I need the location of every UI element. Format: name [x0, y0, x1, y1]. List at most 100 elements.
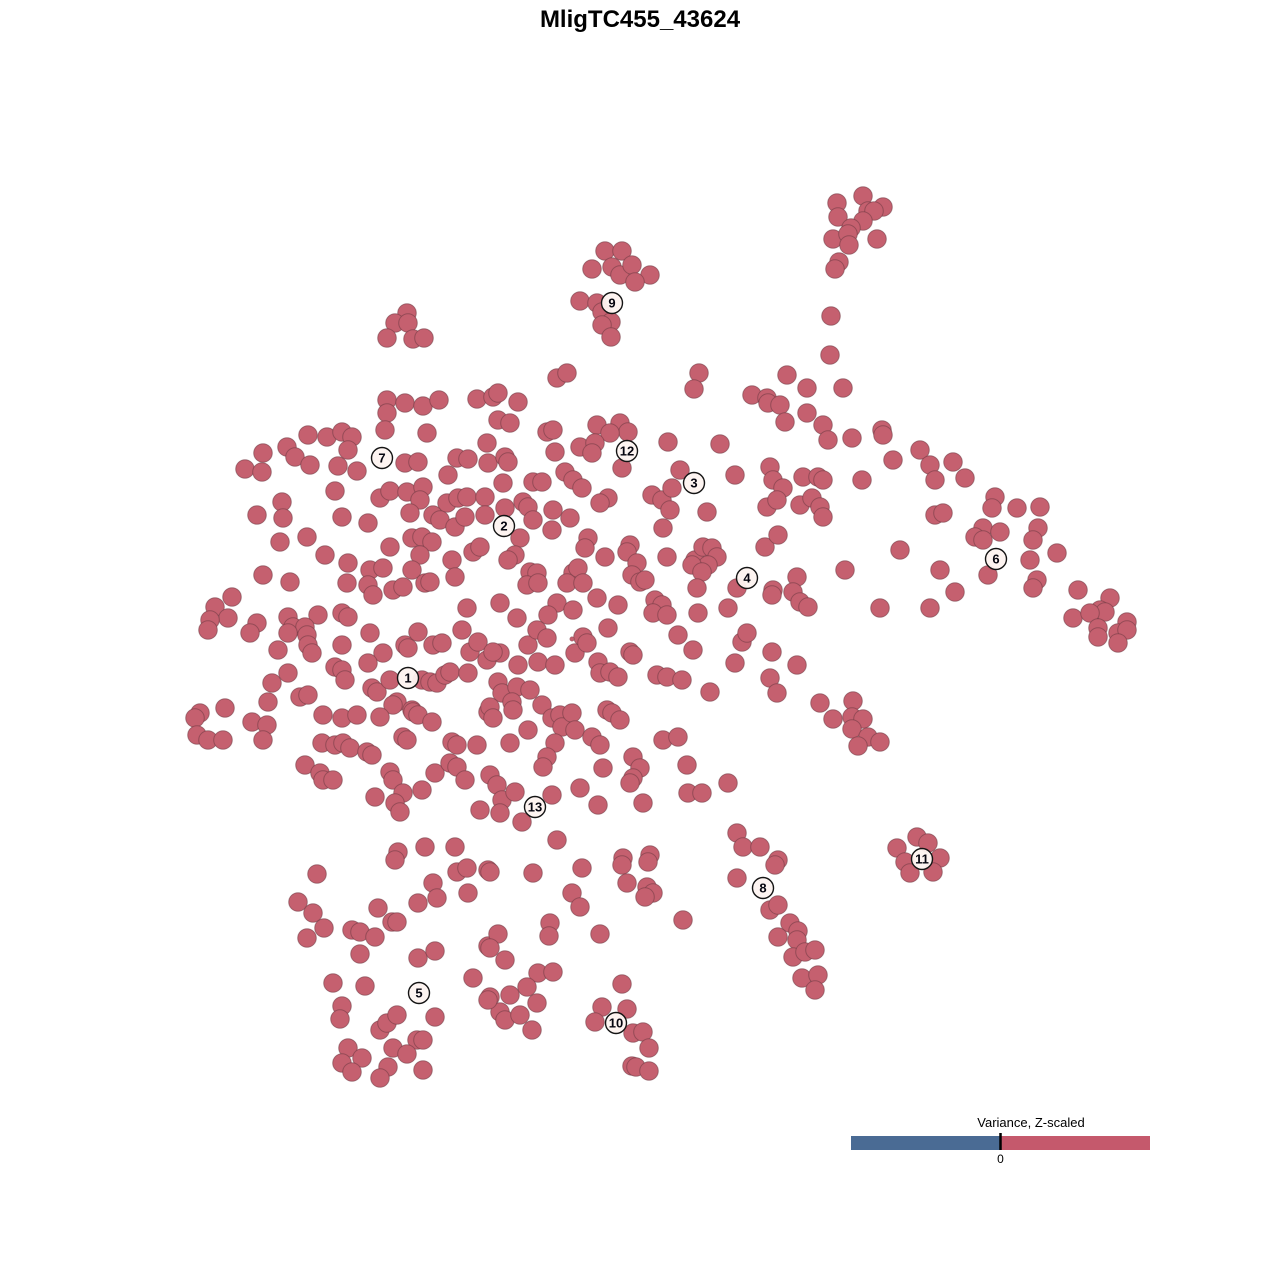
data-point: [560, 508, 580, 528]
data-point: [842, 428, 862, 448]
data-point: [470, 537, 490, 557]
data-point: [813, 507, 833, 527]
data-point: [523, 863, 543, 883]
data-point: [328, 456, 348, 476]
data-point: [425, 941, 445, 961]
data-point: [332, 635, 352, 655]
data-point: [483, 708, 503, 728]
data-point: [408, 948, 428, 968]
data-point: [638, 852, 658, 872]
data-point: [930, 560, 950, 580]
data-point: [572, 478, 592, 498]
data-point: [787, 655, 807, 675]
cluster-label-circle: [682, 471, 706, 495]
data-point: [298, 685, 318, 705]
data-point: [495, 950, 515, 970]
data-point: [668, 727, 688, 747]
data-point: [483, 642, 503, 662]
data-point: [737, 623, 757, 643]
data-point: [503, 700, 523, 720]
data-point: [528, 652, 548, 672]
cluster-label-10: 10: [604, 1011, 628, 1035]
data-point: [358, 513, 378, 533]
cluster-label-number: 1: [404, 671, 411, 686]
data-point: [352, 1048, 372, 1068]
data-point: [365, 787, 385, 807]
data-point: [298, 425, 318, 445]
data-point: [262, 673, 282, 693]
data-point: [700, 682, 720, 702]
data-point: [612, 855, 632, 875]
data-point: [235, 459, 255, 479]
data-point-tiny: [569, 636, 575, 642]
data-point: [617, 873, 637, 893]
data-point: [355, 976, 375, 996]
data-point: [510, 1005, 530, 1025]
data-point: [673, 910, 693, 930]
data-point: [445, 567, 465, 587]
data-point: [639, 1061, 659, 1081]
data-point: [562, 703, 582, 723]
cluster-label-circle: [604, 1011, 628, 1035]
data-point: [542, 520, 562, 540]
data-point: [797, 378, 817, 398]
data-point: [835, 560, 855, 580]
data-point: [543, 420, 563, 440]
data-point: [380, 537, 400, 557]
data-point: [982, 498, 1002, 518]
data-point: [762, 585, 782, 605]
cluster-label-number: 7: [378, 451, 385, 466]
cluster-label-8: 8: [751, 876, 775, 900]
data-point: [397, 730, 417, 750]
data-point: [622, 255, 642, 275]
data-point: [653, 518, 673, 538]
data-point: [252, 462, 272, 482]
cluster-label-4: 4: [735, 566, 759, 590]
data-point: [821, 306, 841, 326]
cluster-label-circle: [984, 547, 1008, 571]
data-point: [383, 770, 403, 790]
data-point: [363, 585, 383, 605]
data-point: [500, 413, 520, 433]
data-point: [725, 465, 745, 485]
cluster-label-2: 2: [492, 514, 516, 538]
legend-gradient-left: [851, 1136, 1001, 1150]
cluster-label-number: 8: [759, 881, 766, 896]
data-point: [767, 490, 787, 510]
data-point: [383, 695, 403, 715]
data-point: [258, 692, 278, 712]
cluster-label-number: 12: [620, 444, 634, 459]
data-point: [870, 732, 890, 752]
data-point: [368, 898, 388, 918]
legend-title: Variance, Z-scaled: [977, 1115, 1084, 1130]
data-point: [727, 868, 747, 888]
data-point: [925, 470, 945, 490]
data-point: [818, 430, 838, 450]
cluster-label-circle: [910, 847, 934, 871]
data-point: [593, 758, 613, 778]
data-point: [1030, 497, 1050, 517]
cluster-label-circle: [407, 981, 431, 1005]
data-point: [1080, 603, 1100, 623]
data-point: [393, 577, 413, 597]
data-point: [300, 455, 320, 475]
data-point: [518, 635, 538, 655]
cluster-label-number: 5: [415, 986, 422, 1001]
data-point: [883, 450, 903, 470]
data-point: [610, 710, 630, 730]
data-point: [498, 452, 518, 472]
data-point: [455, 507, 475, 527]
data-point: [543, 500, 563, 520]
data-point: [1023, 578, 1043, 598]
data-point: [520, 680, 540, 700]
data-point: [810, 693, 830, 713]
data-point: [683, 640, 703, 660]
data-point: [314, 918, 334, 938]
cluster-label-circle: [615, 439, 639, 463]
data-point: [590, 735, 610, 755]
data-point: [373, 558, 393, 578]
data-point: [417, 423, 437, 443]
data-point: [528, 573, 548, 593]
data-point: [770, 395, 790, 415]
